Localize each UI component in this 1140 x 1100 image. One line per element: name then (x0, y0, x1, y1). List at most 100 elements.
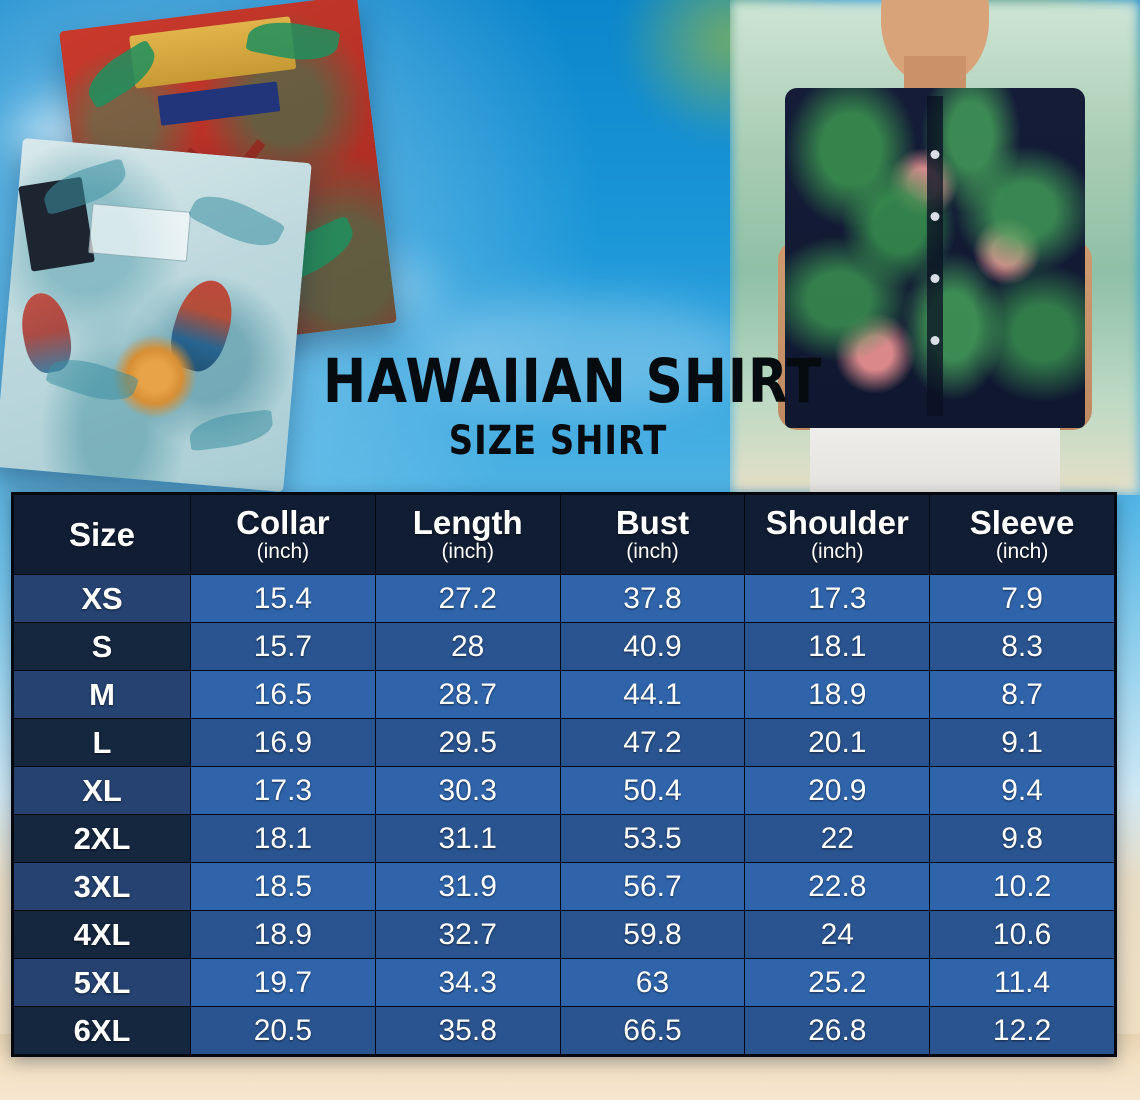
table-row: L 16.9 29.5 47.2 20.1 9.1 (13, 718, 1115, 767)
cell-size: S (13, 622, 191, 671)
cell-shoulder: 18.1 (744, 622, 931, 671)
cell-shoulder: 25.2 (744, 958, 931, 1007)
title-main-line: HAWAIIAN SHIRT (323, 346, 823, 417)
column-header-collar: Collar (inch) (190, 494, 376, 575)
cell-length: 31.1 (374, 814, 561, 863)
table-row: M 16.5 28.7 44.1 18.9 8.7 (13, 670, 1115, 719)
cell-sleeve: 8.7 (929, 670, 1115, 719)
cell-shoulder: 17.3 (744, 574, 931, 623)
cell-collar: 18.5 (190, 862, 376, 911)
table-header: Size Collar (inch) Length (inch) Bust (i… (13, 494, 1115, 575)
header-label-sleeve: Sleeve (969, 504, 1075, 542)
cell-sleeve: 9.4 (929, 766, 1115, 815)
table-row: S 15.7 28 40.9 18.1 8.3 (13, 622, 1115, 671)
cell-size: 5XL (13, 958, 191, 1007)
teal-hawaiian-shirt-image (0, 137, 312, 493)
cell-length: 30.3 (374, 766, 561, 815)
column-header-size: Size (13, 494, 191, 575)
cell-sleeve: 9.1 (929, 718, 1115, 767)
header-unit-collar: (inch) (256, 539, 310, 563)
shirt-pocket (88, 203, 192, 262)
cell-sleeve: 7.9 (929, 574, 1115, 623)
header-label-length: Length (412, 504, 523, 542)
header-unit-bust: (inch) (626, 539, 679, 563)
cell-length: 34.3 (374, 958, 561, 1007)
table-row: XS 15.4 27.2 37.8 17.3 7.9 (13, 574, 1115, 623)
cell-shoulder: 26.8 (744, 1006, 931, 1055)
table-row: 6XL 20.5 35.8 66.5 26.8 12.2 (13, 1006, 1115, 1055)
cell-shoulder: 20.1 (744, 718, 931, 767)
cell-collar: 15.4 (190, 574, 376, 623)
cell-bust: 56.7 (559, 862, 746, 911)
poster-title: HAWAIIAN SHIRT SIZE SHIRT (308, 346, 823, 464)
column-header-sleeve: Sleeve (inch) (929, 494, 1115, 575)
header-label-bust: Bust (615, 504, 690, 542)
column-header-bust: Bust (inch) (559, 494, 746, 575)
cell-shoulder: 22 (744, 814, 931, 863)
cell-collar: 16.5 (190, 670, 376, 719)
cell-sleeve: 9.8 (929, 814, 1115, 863)
cell-collar: 15.7 (190, 622, 376, 671)
header-unit-length: (inch) (441, 539, 494, 563)
cell-sleeve: 10.6 (929, 910, 1115, 959)
shirt-button (930, 336, 940, 345)
cell-length: 35.8 (374, 1006, 561, 1055)
header-row: Size Collar (inch) Length (inch) Bust (i… (13, 494, 1115, 575)
table-row: 5XL 19.7 34.3 63 25.2 11.4 (13, 958, 1115, 1007)
table-row: 2XL 18.1 31.1 53.5 22 9.8 (13, 814, 1115, 863)
header-unit-sleeve: (inch) (995, 539, 1049, 563)
cell-bust: 66.5 (559, 1006, 746, 1055)
cell-shoulder: 20.9 (744, 766, 931, 815)
cloud-decoration (420, 300, 750, 410)
cell-size: XL (13, 766, 191, 815)
header-unit-shoulder: (inch) (811, 539, 864, 563)
cell-size: 2XL (13, 814, 191, 863)
cell-collar: 17.3 (190, 766, 376, 815)
shirt-button (930, 212, 940, 221)
cell-bust: 53.5 (559, 814, 746, 863)
header-label-size: Size (68, 515, 136, 553)
cell-length: 28.7 (374, 670, 561, 719)
shirt-button (930, 150, 940, 159)
shirt-button-placket (927, 96, 943, 416)
column-header-length: Length (inch) (374, 494, 561, 575)
cell-bust: 44.1 (559, 670, 746, 719)
model-photo (730, 0, 1140, 495)
cell-length: 28 (374, 622, 561, 671)
cell-collar: 19.7 (190, 958, 376, 1007)
cell-bust: 40.9 (559, 622, 746, 671)
cell-sleeve: 10.2 (929, 862, 1115, 911)
cell-shoulder: 22.8 (744, 862, 931, 911)
cell-length: 32.7 (374, 910, 561, 959)
cell-bust: 47.2 (559, 718, 746, 767)
table-body: XS 15.4 27.2 37.8 17.3 7.9 S 15.7 28 40.9 18.1 8.3 M… (13, 574, 1115, 1055)
cell-bust: 63 (559, 958, 746, 1007)
size-chart-table-container: Size Collar (inch) Length (inch) Bust (i… (11, 492, 1117, 1057)
table-row: 3XL 18.5 31.9 56.7 22.8 10.2 (13, 862, 1115, 911)
cell-collar: 16.9 (190, 718, 376, 767)
cell-bust: 37.8 (559, 574, 746, 623)
cell-size: XS (13, 574, 191, 623)
title-sub-line: SIZE SHIRT (448, 417, 668, 464)
cell-size: L (13, 718, 191, 767)
header-label-collar: Collar (236, 504, 330, 542)
cell-length: 27.2 (374, 574, 561, 623)
cell-shoulder: 18.9 (744, 670, 931, 719)
table-row: 4XL 18.9 32.7 59.8 24 10.6 (13, 910, 1115, 959)
shirt-button (930, 274, 940, 283)
table-row: XL 17.3 30.3 50.4 20.9 9.4 (13, 766, 1115, 815)
cell-collar: 20.5 (190, 1006, 376, 1055)
column-header-shoulder: Shoulder (inch) (744, 494, 931, 575)
cell-size: 6XL (13, 1006, 191, 1055)
header-label-shoulder: Shoulder (765, 504, 909, 542)
cell-collar: 18.1 (190, 814, 376, 863)
size-chart-table: Size Collar (inch) Length (inch) Bust (i… (13, 494, 1115, 1055)
cell-sleeve: 8.3 (929, 622, 1115, 671)
cell-length: 31.9 (374, 862, 561, 911)
cell-size: 4XL (13, 910, 191, 959)
cell-size: M (13, 670, 191, 719)
cell-collar: 18.9 (190, 910, 376, 959)
cell-shoulder: 24 (744, 910, 931, 959)
cell-bust: 59.8 (559, 910, 746, 959)
